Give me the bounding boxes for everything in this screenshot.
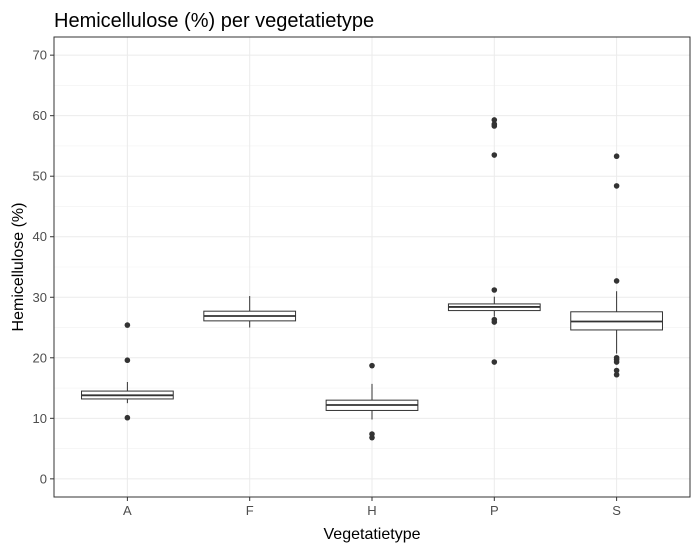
outlier-point — [491, 359, 498, 365]
y-tick-label: 0 — [40, 471, 47, 486]
box-F — [203, 296, 297, 328]
box-S — [570, 153, 663, 378]
box-P — [447, 117, 541, 365]
y-tick-label: 70 — [33, 48, 47, 63]
y-tick-label: 10 — [33, 411, 47, 426]
outlier-point — [613, 367, 620, 374]
chart-title: Hemicellulose (%) per vegetatietype — [54, 10, 374, 32]
y-tick-label: 20 — [33, 350, 47, 365]
outlier-point — [613, 371, 620, 378]
grid-lines — [54, 37, 690, 497]
y-axis-title: Hemicellulose (%) — [10, 203, 27, 332]
y-tick-label: 40 — [33, 229, 47, 244]
y-tick-label: 60 — [33, 108, 47, 123]
outlier-point — [491, 287, 498, 293]
outlier-point — [613, 153, 620, 160]
x-tick-label: A — [123, 503, 132, 518]
outlier-point — [491, 121, 498, 127]
x-tick-label: H — [367, 503, 376, 518]
y-tick-label: 50 — [33, 169, 47, 184]
outlier-point — [369, 362, 375, 369]
outlier-point — [124, 414, 131, 421]
box-H — [325, 362, 419, 441]
x-tick-label: S — [612, 503, 621, 518]
outlier-point — [613, 183, 620, 189]
x-axis-title: Vegetatietype — [324, 526, 421, 543]
outlier-point — [491, 117, 498, 123]
boxes — [81, 117, 663, 441]
outlier-point — [613, 354, 620, 361]
outlier-point — [369, 431, 375, 437]
outlier-point — [613, 278, 620, 284]
y-tick-label: 30 — [33, 290, 47, 305]
outlier-point — [124, 357, 131, 364]
outlier-point — [491, 152, 498, 158]
box-A — [81, 322, 174, 421]
outlier-point — [124, 322, 131, 328]
x-tick-label: F — [246, 503, 254, 518]
y-axis-ticks: 0 10 20 30 40 50 60 70 — [33, 48, 54, 486]
x-tick-label: P — [490, 503, 499, 518]
outlier-point — [491, 316, 498, 323]
